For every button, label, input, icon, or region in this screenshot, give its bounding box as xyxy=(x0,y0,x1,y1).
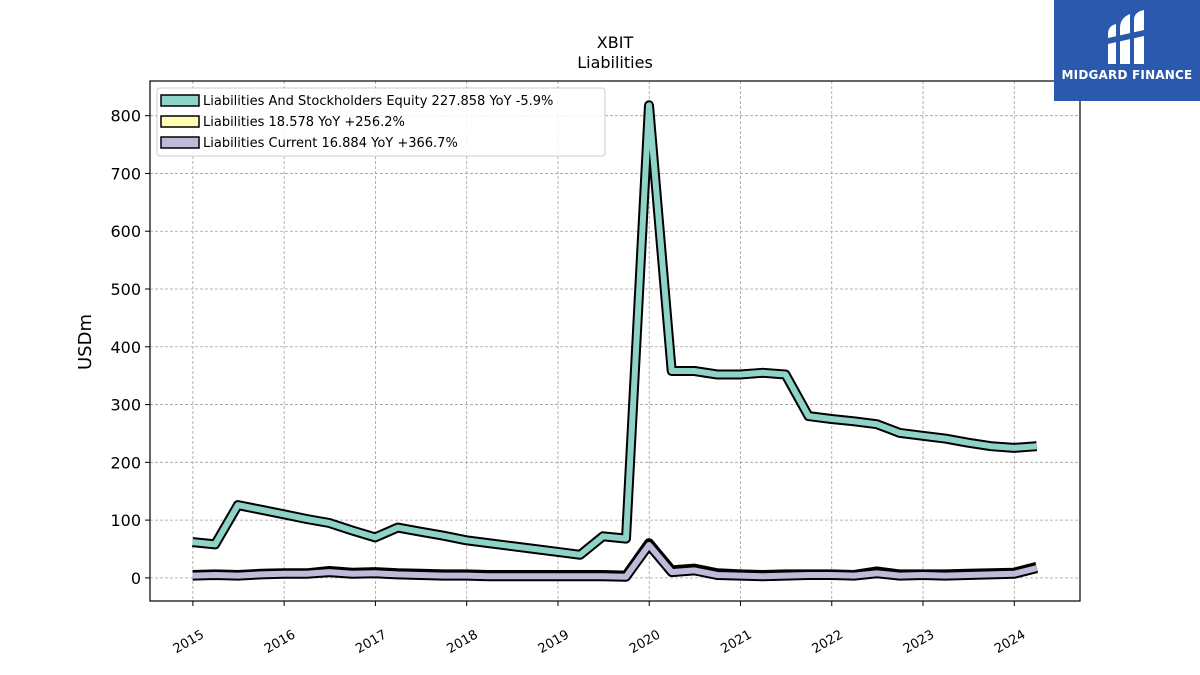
series-line-2 xyxy=(192,542,1038,580)
y-tick-label: 100 xyxy=(110,511,141,530)
midgard-logo-icon xyxy=(1108,10,1144,64)
chart-subtitle: Liabilities xyxy=(577,53,653,72)
x-tick-label: 2023 xyxy=(901,627,937,657)
x-tick-label: 2019 xyxy=(536,627,572,657)
y-axis-label: USDm xyxy=(75,314,96,370)
x-tick-label: 2016 xyxy=(262,627,298,657)
x-tick-label: 2015 xyxy=(171,627,207,657)
x-tick-label: 2021 xyxy=(718,627,754,657)
x-tick-label: 2020 xyxy=(627,627,663,657)
y-tick-label: 800 xyxy=(110,107,141,126)
y-tick-label: 300 xyxy=(110,396,141,415)
y-tick-label: 0 xyxy=(131,569,141,588)
logo-text: MIDGARD FINANCE xyxy=(1061,68,1193,82)
legend-label-1: Liabilities 18.578 YoY +256.2% xyxy=(203,115,405,130)
legend-box xyxy=(156,87,606,157)
series-outline-0 xyxy=(192,100,1038,560)
y-tick-label: 200 xyxy=(110,453,141,472)
x-tick-label: 2022 xyxy=(810,627,846,657)
series-line-0 xyxy=(192,102,1037,558)
series-lines xyxy=(192,100,1038,582)
y-tick-label: 500 xyxy=(110,280,141,299)
x-tick-label: 2017 xyxy=(353,627,389,657)
x-tick-label: 2024 xyxy=(992,627,1028,657)
midgard-finance-logo: MIDGARD FINANCE xyxy=(1054,0,1200,101)
legend-swatch-1 xyxy=(160,115,200,128)
legend-swatch-0 xyxy=(160,94,200,107)
legend-swatch-2 xyxy=(160,136,200,149)
y-tick-label: 600 xyxy=(110,222,141,241)
y-tick-label: 700 xyxy=(110,164,141,183)
legend-label-2: Liabilities Current 16.884 YoY +366.7% xyxy=(203,136,458,151)
legend-label-0: Liabilities And Stockholders Equity 227.… xyxy=(203,94,553,109)
chart-title: XBIT xyxy=(597,33,634,52)
y-tick-label: 400 xyxy=(110,338,141,357)
grid xyxy=(150,81,1080,601)
plot-frame xyxy=(149,80,1081,602)
legend: Liabilities And Stockholders Equity 227.… xyxy=(156,87,606,157)
x-tick-label: 2018 xyxy=(445,627,481,657)
